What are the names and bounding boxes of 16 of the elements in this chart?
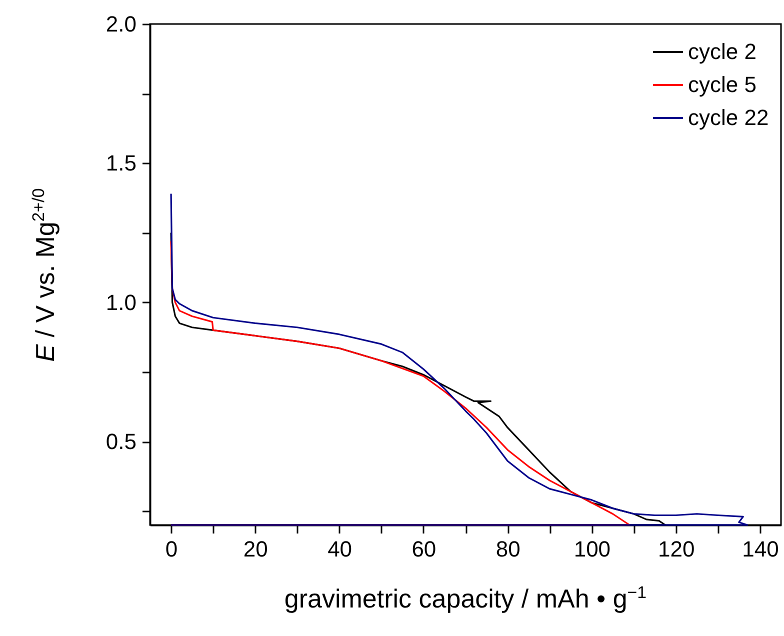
x-tick-label: 0	[165, 536, 178, 562]
y-tick-label: 2.0	[106, 12, 136, 36]
x-axis-title: gravimetric capacity / mAh • g$^{−1}$	[283, 583, 648, 615]
legend-label: cycle 22	[688, 105, 769, 130]
y-tick-label: 0.5	[106, 429, 136, 454]
legend-label: cycle 5	[688, 72, 756, 97]
y-tick-label: 1.0	[106, 290, 136, 315]
x-tick-label: 40	[328, 536, 352, 562]
x-tick-label: 80	[496, 536, 520, 562]
x-tick-label: 100	[574, 536, 611, 562]
x-tick-label: 120	[658, 536, 695, 562]
x-tick-label: 60	[412, 536, 436, 562]
x-tick-label: 140	[742, 536, 779, 562]
legend-label: cycle 2	[688, 39, 756, 64]
y-tick-label: 1.5	[106, 150, 136, 176]
x-tick-label: 20	[243, 536, 268, 562]
